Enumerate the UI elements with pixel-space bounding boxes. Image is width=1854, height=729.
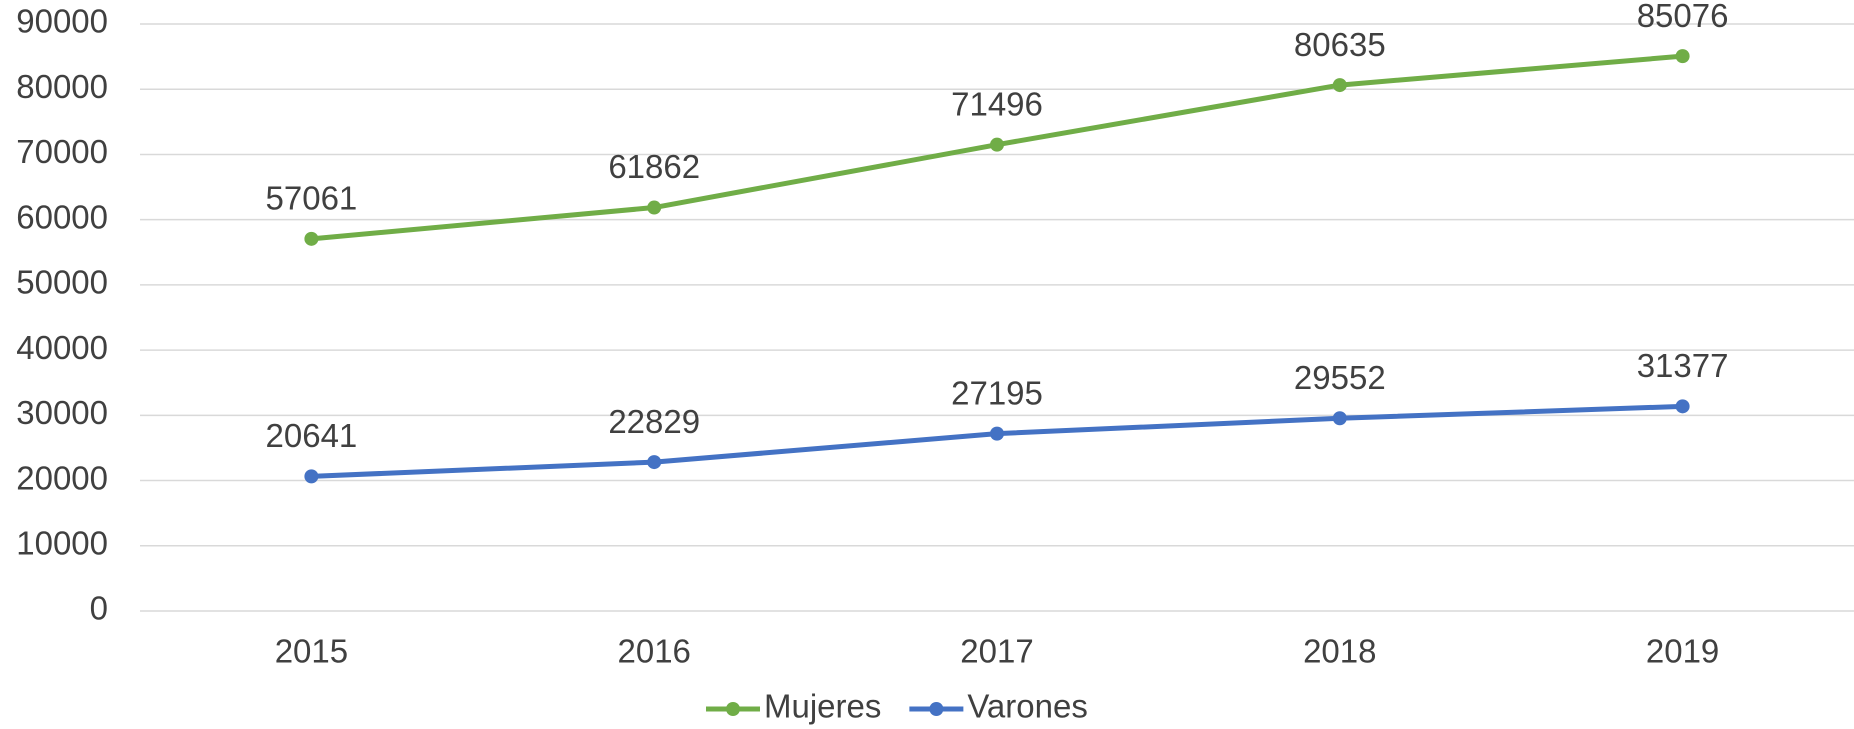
data-label: 80635 <box>1294 26 1386 63</box>
y-tick-label: 40000 <box>16 329 108 366</box>
x-tick-label: 2017 <box>960 633 1033 670</box>
data-label: 20641 <box>266 417 358 454</box>
y-tick-label: 10000 <box>16 524 108 561</box>
legend-marker <box>929 702 944 716</box>
data-point <box>304 469 319 484</box>
data-label: 71496 <box>951 85 1043 122</box>
data-point <box>647 455 662 470</box>
y-tick-label: 70000 <box>16 133 108 170</box>
x-tick-label: 2015 <box>275 633 348 670</box>
y-tick-label: 0 <box>90 590 108 627</box>
data-label: 27195 <box>951 374 1043 411</box>
data-label: 57061 <box>266 180 358 217</box>
x-tick-label: 2016 <box>617 633 690 670</box>
data-label: 61862 <box>608 148 700 185</box>
data-label: 31377 <box>1637 347 1729 384</box>
data-point <box>647 200 662 215</box>
x-tick-label: 2019 <box>1646 633 1719 670</box>
data-point <box>990 426 1004 441</box>
data-label: 29552 <box>1294 359 1386 396</box>
data-point <box>304 231 319 246</box>
y-tick-label: 50000 <box>16 264 108 301</box>
data-label: 85076 <box>1637 0 1729 34</box>
data-label: 22829 <box>608 403 700 440</box>
series-line <box>311 403 1683 479</box>
legend-marker <box>726 702 740 716</box>
data-point <box>1332 411 1347 426</box>
y-tick-label: 60000 <box>16 198 108 235</box>
y-tick-label: 20000 <box>16 459 108 496</box>
data-point <box>990 137 1004 152</box>
data-point <box>1675 399 1690 414</box>
legend-label: Mujeres <box>764 688 881 725</box>
data-point <box>1675 49 1690 64</box>
legend-label: Varones <box>967 688 1087 725</box>
y-tick-label: 80000 <box>16 68 108 105</box>
data-point <box>1332 78 1347 93</box>
y-tick-label: 90000 <box>16 3 108 40</box>
x-tick-label: 2018 <box>1303 633 1376 670</box>
y-tick-label: 30000 <box>16 394 108 431</box>
